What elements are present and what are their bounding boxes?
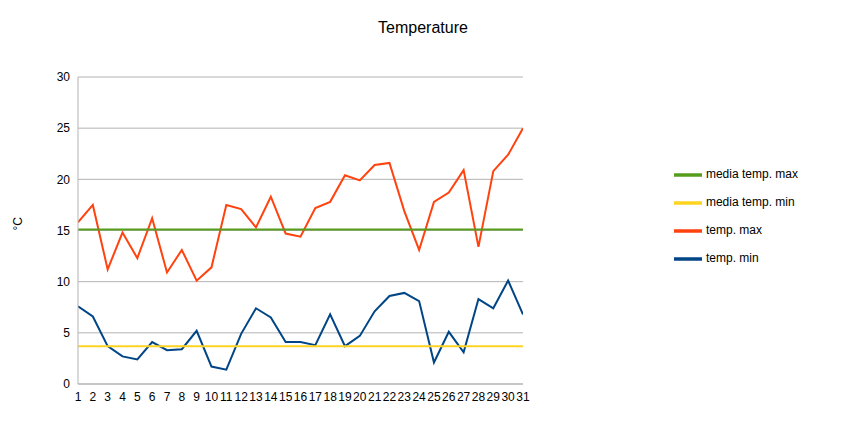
svg-text:6: 6 [149,390,156,404]
svg-text:30: 30 [57,70,71,84]
svg-text:27: 27 [457,390,471,404]
svg-text:2: 2 [89,390,96,404]
svg-text:5: 5 [63,326,70,340]
html-text:media temp. min: media temp. min [706,194,795,209]
svg-text:21: 21 [368,390,382,404]
svg-text:20: 20 [57,173,71,187]
svg-text:4: 4 [119,390,126,404]
svg-text:26: 26 [442,390,456,404]
svg-text:25: 25 [427,390,441,404]
svg-text:9: 9 [193,390,200,404]
svg-text:23: 23 [398,390,412,404]
html-text:Temperature: Temperature [378,19,468,36]
svg-text:1: 1 [75,390,82,404]
svg-text:25: 25 [57,121,71,135]
html-text:temp. min: temp. min [706,250,759,265]
svg-text:14: 14 [264,390,278,404]
svg-text:7: 7 [164,390,171,404]
svg-text:24: 24 [412,390,426,404]
svg-text:11: 11 [220,390,233,404]
svg-text:3: 3 [104,390,111,404]
svg-text:15: 15 [57,224,71,238]
svg-text:°C: °C [11,217,25,231]
svg-text:20: 20 [353,390,367,404]
svg-text:19: 19 [338,390,352,404]
svg-text:5: 5 [134,390,141,404]
svg-text:16: 16 [294,390,308,404]
svg-text:15: 15 [279,390,293,404]
html-text:media temp. max: media temp. max [706,166,798,181]
svg-text:0: 0 [63,377,70,391]
svg-text:17: 17 [309,390,323,404]
svg-text:28: 28 [472,390,486,404]
svg-text:18: 18 [323,390,337,404]
svg-text:31: 31 [516,390,530,404]
svg-text:22: 22 [383,390,397,404]
svg-text:8: 8 [178,390,185,404]
svg-text:13: 13 [249,390,263,404]
svg-text:12: 12 [234,390,248,404]
svg-text:29: 29 [487,390,501,404]
html-text:temp. max: temp. max [706,222,762,237]
svg-text:10: 10 [57,275,71,289]
svg-text:30: 30 [501,390,515,404]
svg-text:10: 10 [205,390,219,404]
